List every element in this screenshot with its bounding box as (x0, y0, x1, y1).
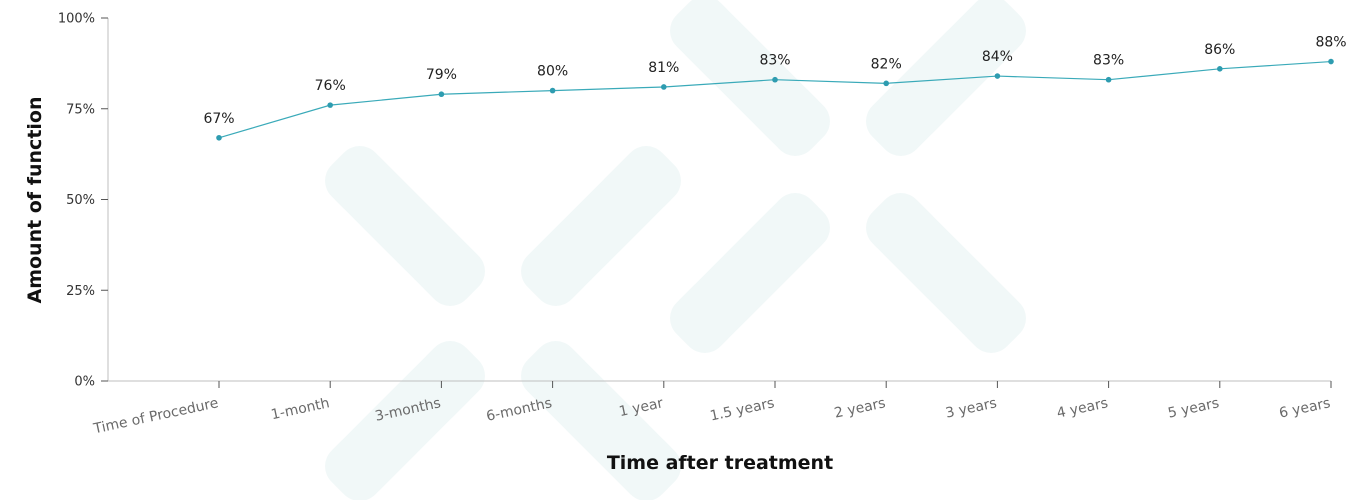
data-point (327, 102, 334, 108)
watermark-bar (670, 0, 830, 156)
x-tick-label: 1-month (270, 395, 331, 423)
x-tick-label: 2 years (833, 395, 887, 421)
watermark-bar (866, 193, 1026, 353)
data-point (1217, 66, 1223, 72)
data-point (438, 91, 445, 98)
x-tick-label: 1 year (618, 395, 665, 420)
data-label: 83% (759, 53, 790, 69)
data-label: 80% (537, 64, 568, 80)
watermark-bar (670, 193, 830, 353)
data-label: 81% (648, 60, 679, 76)
data-point (883, 80, 889, 87)
data-label: 86% (1204, 42, 1235, 58)
data-label: 83% (1093, 53, 1124, 69)
x-tick-label: 6 years (1278, 395, 1332, 421)
y-tick-label: 25% (66, 284, 95, 299)
data-point (1328, 58, 1334, 65)
data-label: 82% (871, 56, 902, 72)
data-label: 79% (426, 67, 457, 83)
watermark-logo (325, 0, 1026, 500)
data-point (661, 84, 667, 90)
watermark-bar (521, 341, 681, 500)
y-tick-label: 50% (66, 193, 95, 208)
watermark-bar (866, 0, 1026, 156)
series-line: 67% 76% 79% 80% 81% 83% 82% 84% 83% 86% 88% (203, 35, 1347, 141)
x-tick-label: 5 years (1167, 395, 1221, 421)
data-label: 67% (203, 111, 234, 127)
data-label: 84% (982, 49, 1013, 65)
x-tick-label: 6-months (485, 395, 554, 425)
x-tick-label: 3 years (944, 395, 998, 421)
data-label: 76% (315, 78, 346, 94)
y-axis-ticks: 0% 25% 50% 75% 100% (58, 12, 108, 390)
data-point (216, 134, 222, 141)
data-point (994, 73, 1001, 79)
data-point (1105, 76, 1112, 83)
y-tick-label: 100% (58, 12, 95, 27)
x-tick-label: Time of Procedure (91, 395, 220, 437)
watermark-bar (325, 146, 485, 306)
data-point (772, 76, 778, 83)
y-axis-title: Amount of function (24, 97, 46, 304)
data-label: 88% (1315, 35, 1346, 51)
watermark-bar (521, 146, 681, 306)
x-axis-title: Time after treatment (607, 452, 833, 474)
x-tick-label: 1.5 years (709, 395, 776, 424)
y-tick-label: 75% (66, 102, 95, 117)
x-axis-ticks: Time of Procedure 1-month 3-months 6-months… (91, 381, 1332, 438)
y-tick-label: 0% (74, 375, 95, 390)
x-tick-label: 4 years (1055, 395, 1109, 421)
data-point (549, 87, 556, 94)
